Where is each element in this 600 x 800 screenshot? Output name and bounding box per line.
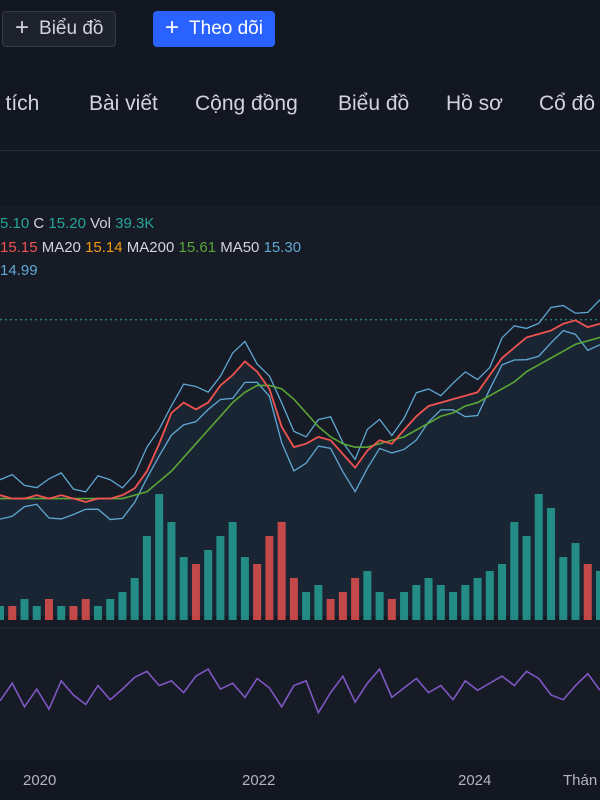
volume-bar — [534, 494, 543, 620]
volume-bar — [265, 536, 274, 620]
volume-bar — [0, 606, 4, 620]
volume-bar — [436, 585, 445, 620]
legend-close-value: 15.20 — [48, 215, 86, 232]
nav-item-charts[interactable]: Biểu đồ — [338, 92, 410, 115]
volume-bar — [216, 536, 225, 620]
oscillator-line — [0, 667, 600, 715]
volume-bar — [253, 564, 262, 620]
price-chart[interactable] — [0, 206, 600, 760]
volume-bar — [130, 578, 139, 620]
volume-bar — [93, 606, 102, 620]
legend-ma200-value: 15.61 — [178, 239, 217, 256]
volume-bar — [167, 522, 176, 620]
legend-ma20-label: MA20 — [41, 239, 81, 256]
legend-ma50-label: MA50 — [220, 239, 260, 256]
legend-ma50-value: 15.30 — [263, 239, 302, 256]
add-chart-button[interactable]: + Biểu đồ — [2, 11, 117, 47]
bollinger-upper-line — [0, 299, 600, 493]
volume-bar — [498, 564, 507, 620]
x-tick-label: 2022 — [242, 772, 276, 789]
volume-bar — [424, 578, 433, 620]
volume-bar — [8, 606, 17, 620]
legend-ma20-value: 15.14 — [85, 239, 123, 256]
volume-bar — [522, 536, 531, 620]
volume-bar — [559, 557, 568, 620]
volume-bar — [461, 585, 470, 620]
legend-line-2: 15.15 MA20 15.14 MA200 15.61 MA50 15.30 — [0, 239, 301, 256]
legend-band-value: 14.99 — [0, 262, 38, 279]
legend-ma200-label: MA200 — [126, 239, 175, 256]
volume-bar — [81, 599, 90, 620]
volume-bar — [228, 522, 237, 620]
volume-bar — [277, 522, 286, 620]
top-toolbar: + Biểu đồ + Theo dõi — [0, 0, 600, 58]
x-tick-label: Thán — [563, 772, 598, 789]
volume-bar — [69, 606, 78, 620]
section-nav: n tích Bài viết Cộng đồng Biểu đồ Hồ sơ … — [0, 86, 600, 130]
legend-vol-label: Vol — [90, 215, 111, 232]
nav-item-articles[interactable]: Bài viết — [89, 92, 158, 115]
volume-bar — [596, 571, 600, 620]
volume-bar — [363, 571, 372, 620]
divider — [0, 150, 600, 151]
nav-item-analysis[interactable]: n tích — [0, 92, 40, 115]
volume-bar — [179, 557, 188, 620]
volume-bar — [510, 522, 519, 620]
legend-line-1: 5.10 C 15.20 Vol 39.3K — [0, 215, 154, 232]
volume-bar — [155, 494, 164, 620]
legend-open-value: 5.10 — [0, 215, 30, 232]
x-tick-label: 2024 — [458, 772, 492, 789]
legend-close-label: C — [33, 215, 45, 232]
volume-bar — [118, 592, 127, 620]
x-axis: 2020 2022 2024 Thán — [0, 760, 600, 800]
volume-bar — [142, 536, 151, 620]
volume-bar — [485, 571, 494, 620]
follow-button[interactable]: + Theo dõi — [153, 11, 275, 47]
legend-vol-value: 39.3K — [115, 215, 155, 232]
legend-ma-value: 15.15 — [0, 239, 38, 256]
add-chart-label: Biểu đồ — [39, 18, 104, 39]
volume-bar — [547, 508, 556, 620]
volume-bar — [191, 564, 200, 620]
legend-line-3: 14.99 — [0, 262, 38, 279]
follow-label: Theo dõi — [189, 18, 263, 39]
volume-bar — [326, 599, 335, 620]
volume-bar — [289, 578, 298, 620]
volume-bar — [351, 578, 360, 620]
price-line — [0, 319, 600, 503]
volume-bar — [400, 592, 409, 620]
plus-icon: + — [15, 14, 30, 41]
volume-bar — [583, 564, 592, 620]
volume-bar — [449, 592, 458, 620]
volume-bar — [204, 550, 213, 620]
volume-bar — [20, 599, 29, 620]
volume-bar — [412, 585, 421, 620]
volume-bar — [375, 592, 384, 620]
volume-bar — [314, 585, 323, 620]
volume-bar — [240, 557, 249, 620]
volume-bar — [106, 599, 115, 620]
volume-bar — [57, 606, 66, 620]
nav-item-community[interactable]: Cộng đồng — [195, 92, 298, 115]
nav-item-profile[interactable]: Hồ sơ — [446, 92, 503, 115]
volume-bar — [302, 592, 311, 620]
nav-item-shareholders[interactable]: Cổ đô — [539, 92, 596, 115]
volume-bar — [44, 599, 53, 620]
x-tick-label: 2020 — [23, 772, 57, 789]
volume-bar — [571, 543, 580, 620]
volume-bar — [473, 578, 482, 620]
bollinger-lower-line — [0, 329, 600, 521]
volume-bar — [32, 606, 41, 620]
price-area — [0, 320, 600, 616]
volume-bar — [338, 592, 347, 620]
volume-bar — [387, 599, 396, 620]
plus-icon: + — [165, 14, 180, 41]
